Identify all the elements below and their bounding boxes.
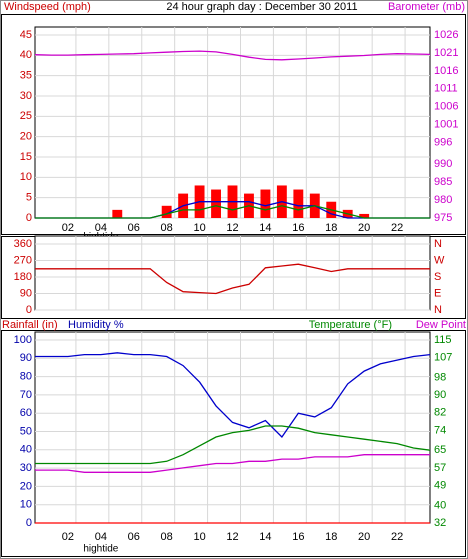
y-tick-label: 90 (20, 352, 32, 364)
x-tick-label: 08 (161, 222, 173, 234)
y2-tick-label: 980 (434, 194, 452, 206)
bar (161, 205, 172, 218)
y-tick-label: 70 (20, 389, 32, 401)
y-tick-label: 10 (20, 171, 32, 183)
y2-tick-label: S (434, 271, 441, 283)
y-tick-label: 40 (20, 49, 32, 61)
y2-tick-label: 975 (434, 212, 452, 224)
x-tick-label: 02 (62, 531, 74, 543)
line-series (35, 205, 430, 219)
x-tick-label: 12 (226, 222, 238, 234)
y2-axis-label: Barometer (mb) (388, 1, 465, 13)
line-series (34, 50, 431, 61)
dew-point-label: Dew Point (416, 319, 466, 331)
y-tick-label: 45 (20, 29, 32, 41)
y2-tick-label: 115 (434, 334, 452, 346)
bar (211, 189, 221, 218)
y2-tick-label: N (434, 304, 442, 316)
y2-tick-label: 32 (434, 517, 446, 529)
y-tick-label: 5 (26, 192, 32, 204)
line-series (35, 263, 430, 295)
y2-tick-label: 40 (434, 499, 446, 511)
y2-tick-label: 98 (434, 371, 446, 383)
y2-tick-label: 1006 (434, 101, 458, 113)
y2-tick-label: 57 (434, 462, 446, 474)
x-tick-label: 10 (193, 222, 205, 234)
y-tick-label: 40 (20, 444, 32, 456)
x-tick-label: 12 (226, 531, 238, 543)
y-tick-label: 15 (20, 151, 32, 163)
y-tick-label: 20 (20, 480, 32, 492)
x-tick-label: 04 (95, 531, 107, 543)
x-tick-label: 16 (292, 222, 304, 234)
y2-tick-label: 65 (434, 444, 446, 456)
y-tick-label: 0 (26, 304, 32, 316)
y2-axis-label: Temperature (°F) (309, 319, 392, 331)
x-tick-label: 10 (193, 531, 205, 543)
x-tick-label: 22 (391, 531, 403, 543)
x-tick-label: 08 (161, 531, 173, 543)
y-tick-label: 100 (14, 334, 32, 346)
x-tick-label: 20 (358, 222, 370, 234)
y2-tick-label: 74 (434, 424, 446, 436)
y2-tick-label: E (434, 287, 441, 299)
y-tick-label: 0 (26, 212, 32, 224)
x-tick-label: 16 (292, 531, 304, 543)
y2-tick-label: N (434, 238, 442, 250)
annotation: hightide (83, 544, 118, 555)
plot-area (34, 235, 431, 311)
y-tick-label: 30 (20, 462, 32, 474)
chart-title: 24 hour graph day : December 30 2011 (166, 1, 357, 13)
x-tick-label: 22 (391, 222, 403, 234)
y-tick-label: 30 (20, 90, 32, 102)
y2-tick-label: 990 (434, 158, 452, 170)
bar (359, 213, 370, 218)
y-axis-label: Humidity % (68, 319, 124, 331)
x-tick-label: 06 (128, 531, 140, 543)
y-tick-label: 360 (14, 238, 32, 250)
y-tick-label: 10 (20, 499, 32, 511)
y-tick-label: 0 (26, 517, 32, 529)
y-tick-label: 90 (20, 287, 32, 299)
y-tick-label: 25 (20, 110, 32, 122)
y2-tick-label: 49 (434, 479, 446, 491)
y2-tick-label: W (434, 254, 445, 266)
y2-tick-label: 82 (434, 407, 446, 419)
y-tick-label: 35 (20, 70, 32, 82)
bar (260, 189, 271, 218)
y2-tick-label: 1016 (434, 65, 458, 77)
bar (112, 209, 123, 218)
y-tick-label: 80 (20, 371, 32, 383)
y2-tick-label: 1021 (434, 47, 458, 59)
line-series (35, 454, 430, 473)
x-tick-label: 18 (325, 222, 337, 234)
y2-tick-label: 107 (434, 352, 452, 364)
x-tick-label: 02 (62, 222, 74, 234)
line-series (35, 352, 431, 439)
y2-tick-label: 996 (434, 137, 452, 149)
line-series (35, 425, 431, 465)
y2-tick-label: 90 (434, 389, 446, 401)
y2-tick-label: 985 (434, 176, 452, 188)
y-tick-label: 270 (14, 254, 32, 266)
y2-tick-label: 1026 (434, 29, 458, 41)
x-tick-label: 18 (325, 531, 337, 543)
y2-tick-label: 1001 (434, 119, 458, 131)
y2-tick-label: 1011 (434, 83, 458, 95)
y-tick-label: 20 (20, 131, 32, 143)
y3-axis-label: Rainfall (in) (2, 319, 58, 331)
plot-area (34, 331, 431, 524)
x-tick-label: 14 (259, 531, 271, 543)
y-tick-label: 180 (14, 271, 32, 283)
x-tick-label: 14 (259, 222, 271, 234)
x-tick-label: 04 (95, 222, 107, 234)
y-axis-label: Windspeed (mph) (4, 1, 91, 13)
bar (293, 189, 304, 218)
x-tick-label: 06 (128, 222, 140, 234)
y-tick-label: 50 (20, 425, 32, 437)
y-tick-label: 60 (20, 407, 32, 419)
x-tick-label: 20 (358, 531, 370, 543)
